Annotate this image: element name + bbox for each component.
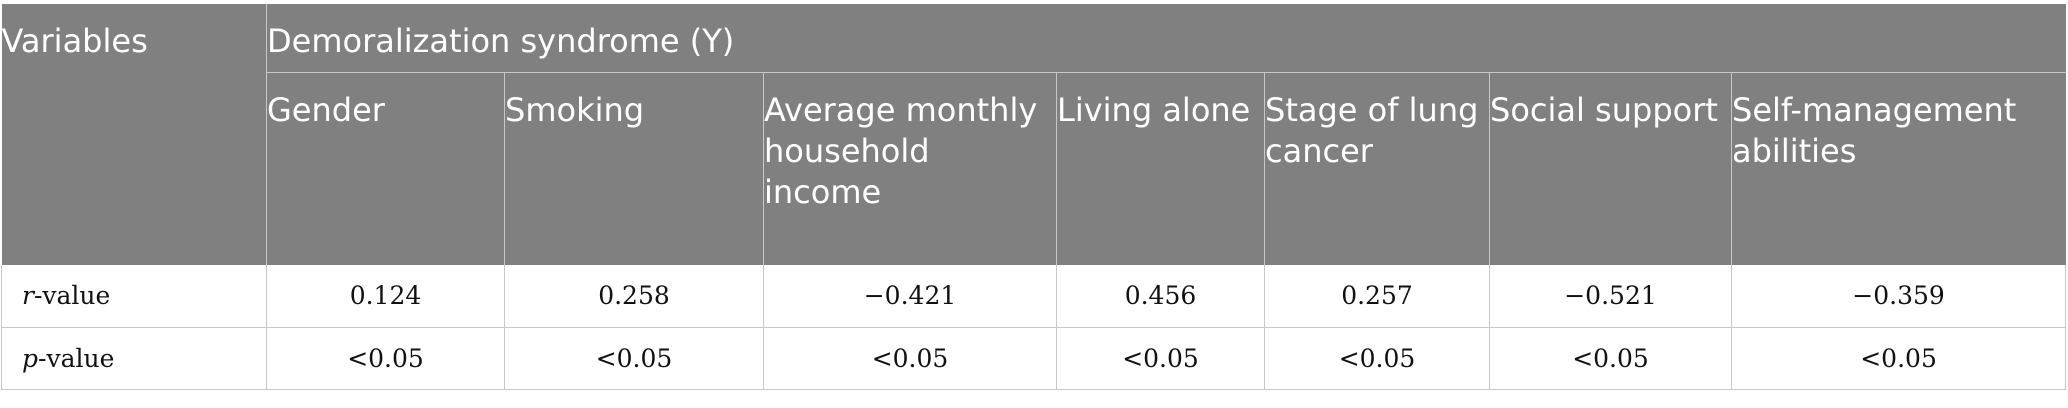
header-household-income: Average monthly household income [763,72,1057,265]
table-cell: <0.05 [266,327,505,390]
table-cell: <0.05 [1056,327,1265,390]
row-label-suffix: -value [38,343,115,373]
table-cell: <0.05 [1731,327,2067,390]
correlation-table: Variables Demoralization syndrome (Y) Ge… [1,4,2067,390]
table-row-p-value: p-value <0.05 <0.05 <0.05 <0.05 <0.05 <0… [1,327,2067,390]
table-cell: <0.05 [763,327,1057,390]
table-cell: −0.421 [763,265,1057,328]
header-demoralization-syndrome: Demoralization syndrome (Y) [266,4,2066,73]
row-label-var: r [22,281,34,311]
header-gender: Gender [266,72,505,265]
table-cell: −0.521 [1489,265,1732,328]
header-stage-lung-cancer: Stage of lung cancer [1264,72,1490,265]
header-smoking: Smoking [504,72,764,265]
table-cell: 0.257 [1264,265,1490,328]
table-cell: 0.124 [266,265,505,328]
row-label-var: p [22,343,39,373]
row-label-suffix: -value [33,281,111,311]
table-row-r-value: r-value 0.124 0.258 −0.421 0.456 0.257 −… [1,265,2067,328]
header-self-management: Self-management abilities [1731,72,2066,265]
table-cell: <0.05 [1489,327,1732,390]
header-variables: Variables [1,4,267,265]
header-social-support: Social support [1489,72,1732,265]
header-row-group: Variables Demoralization syndrome (Y) [1,4,2066,265]
table-cell: 0.456 [1056,265,1265,328]
table-cell: <0.05 [504,327,764,390]
header-living-alone: Living alone [1056,72,1265,265]
header-row-columns: Gender Smoking Average monthly household… [2,72,2066,265]
table-cell: −0.359 [1731,265,2067,328]
row-label-p-value: p-value [1,327,267,390]
table-cell: <0.05 [1264,327,1490,390]
row-label-r-value: r-value [1,265,267,328]
table-cell: 0.258 [504,265,764,328]
